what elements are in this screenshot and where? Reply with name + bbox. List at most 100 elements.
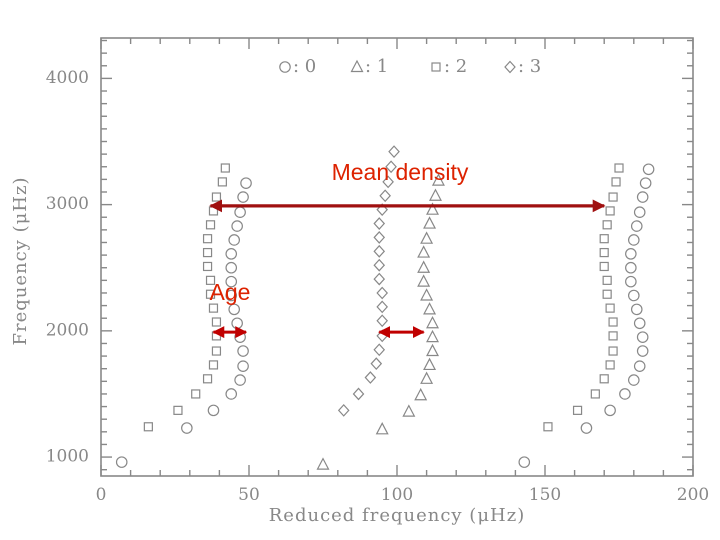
- data-point-circle: [604, 404, 616, 417]
- legend-label: : 1: [365, 56, 388, 77]
- data-point-triangle: [431, 173, 445, 186]
- data-point-square: [208, 360, 219, 370]
- data-point-circle: [518, 456, 531, 468]
- data-point-diamond: [373, 217, 386, 230]
- data-point-circle: [627, 234, 640, 246]
- y-tick-label: 1000: [46, 447, 89, 467]
- legend-marker-diamond: [504, 60, 516, 74]
- annotations: Mean density Age: [209, 159, 606, 339]
- data-point-circle: [234, 206, 246, 218]
- data-point-circle: [231, 317, 243, 330]
- axis-labels: 0 50 100 150 200 1000 2000 3000 4000 Reduced freq…: [10, 68, 709, 526]
- data-point-diamond: [373, 258, 386, 272]
- data-point-circle: [225, 275, 238, 288]
- data-point-square: [211, 346, 222, 356]
- data-point-diamond: [379, 189, 391, 203]
- x-tick-label: 50: [238, 485, 260, 505]
- data-point-square: [602, 220, 612, 230]
- data-point-diamond: [373, 343, 386, 357]
- data-point-square: [202, 374, 213, 384]
- data-point-circle: [639, 177, 652, 189]
- data-point-square: [205, 220, 216, 230]
- data-point-triangle: [420, 231, 434, 244]
- data-point-circle: [627, 374, 640, 386]
- data-point-square: [173, 405, 183, 415]
- data-point-circle: [636, 331, 649, 343]
- legend-marker-circle: [279, 61, 291, 73]
- data-point-square: [599, 374, 609, 384]
- data-point-triangle: [417, 245, 431, 258]
- data-point-diamond: [373, 244, 386, 258]
- data-point-square: [599, 247, 609, 258]
- data-point-circle: [207, 404, 220, 417]
- axis-ticks: [100, 38, 694, 476]
- data-point-square: [202, 247, 213, 258]
- data-point-square: [143, 422, 153, 432]
- data-point-square: [205, 289, 216, 299]
- data-points: [115, 145, 655, 470]
- y-tick-label: 2000: [46, 320, 89, 340]
- data-point-triangle: [426, 315, 440, 329]
- data-point-square: [605, 360, 615, 370]
- x-tick-label: 100: [381, 485, 413, 505]
- x-axis-title: Reduced frequency (μHz): [269, 505, 525, 526]
- data-point-square: [611, 177, 621, 187]
- data-point-diamond: [385, 160, 397, 174]
- data-point-circle: [630, 220, 643, 232]
- data-point-circle: [240, 177, 252, 189]
- data-point-triangle: [417, 260, 431, 273]
- data-point-square: [599, 234, 609, 244]
- legend-label: : 0: [293, 56, 316, 77]
- data-point-square: [205, 275, 216, 285]
- data-point-circle: [225, 248, 238, 260]
- y-tick-label: 3000: [46, 194, 89, 214]
- x-tick-label: 200: [677, 485, 709, 505]
- data-point-square: [208, 303, 219, 313]
- data-point-square: [202, 261, 213, 272]
- data-point-square: [608, 192, 618, 202]
- data-point-circle: [627, 289, 640, 302]
- data-point-square: [608, 331, 618, 341]
- annotation-mean-density: Mean density: [332, 159, 469, 185]
- data-point-square: [614, 163, 624, 173]
- data-point-circle: [225, 388, 238, 400]
- data-point-triangle: [423, 357, 437, 371]
- legend-label: : 3: [518, 56, 541, 77]
- data-point-circle: [636, 191, 649, 203]
- data-point-triangle: [420, 371, 434, 384]
- data-point-square: [211, 317, 222, 327]
- data-point-triangle: [414, 387, 428, 401]
- data-point-circle: [234, 374, 246, 386]
- data-point-square: [608, 317, 618, 327]
- data-point-square: [602, 289, 612, 299]
- data-point-triangle: [423, 302, 437, 315]
- data-point-circle: [633, 360, 646, 372]
- data-point-triangle: [426, 329, 440, 343]
- data-point-diamond: [337, 403, 350, 417]
- data-point-diamond: [376, 314, 389, 328]
- data-point-circle: [633, 317, 646, 330]
- data-point-diamond: [376, 300, 389, 314]
- legend-marker-triangle: [350, 59, 364, 73]
- data-point-circle: [228, 303, 240, 316]
- data-point-circle: [630, 303, 643, 316]
- data-point-square: [608, 346, 618, 356]
- data-point-triangle: [426, 343, 440, 357]
- data-point-circle: [115, 456, 128, 468]
- data-point-square: [202, 234, 213, 244]
- data-point-circle: [237, 360, 249, 372]
- data-point-circle: [633, 206, 646, 218]
- data-point-square: [602, 275, 612, 285]
- data-point-square: [217, 177, 227, 187]
- data-point-diamond: [373, 231, 386, 244]
- data-point-diamond: [376, 286, 389, 300]
- data-point-square: [605, 206, 615, 216]
- data-point-square: [599, 261, 609, 272]
- data-point-circle: [636, 345, 649, 357]
- data-point-circle: [642, 163, 655, 176]
- data-point-diamond: [370, 357, 383, 371]
- data-point-triangle: [423, 216, 437, 229]
- data-point-square: [220, 163, 230, 173]
- data-point-square: [590, 389, 600, 399]
